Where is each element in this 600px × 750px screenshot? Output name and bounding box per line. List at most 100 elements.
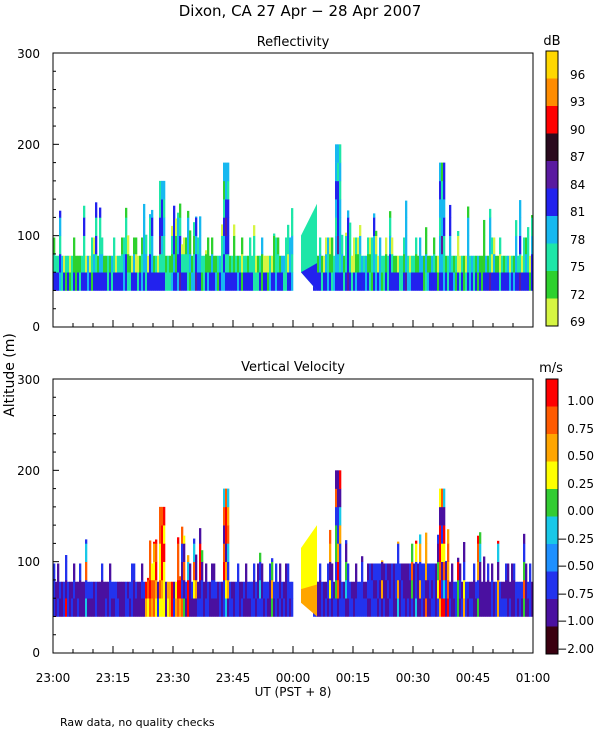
data-cell [149, 561, 152, 581]
colorbar-label: 0.25 [567, 477, 594, 491]
data-cell [89, 581, 92, 599]
data-cell [465, 272, 468, 291]
data-cell [263, 255, 266, 273]
data-cell [163, 543, 166, 562]
data-cell [163, 235, 166, 255]
data-cell [153, 561, 156, 581]
data-cell [139, 255, 142, 273]
data-cell [459, 598, 462, 617]
data-cell [329, 272, 332, 291]
data-cell [531, 235, 534, 255]
data-cell [101, 237, 104, 255]
data-cell [433, 272, 436, 291]
data-cell [261, 237, 264, 255]
data-cell [93, 272, 96, 291]
data-cell [389, 598, 392, 617]
data-cell [525, 579, 528, 599]
data-cell [461, 255, 464, 273]
data-cell [179, 579, 182, 599]
data-cell [177, 598, 180, 617]
data-cell [423, 563, 426, 581]
data-cell [201, 255, 204, 273]
data-cell [161, 598, 164, 617]
data-cell [441, 253, 444, 273]
data-cell [209, 598, 212, 617]
data-cell [413, 272, 416, 291]
data-cell [439, 598, 442, 617]
colorbar-swatch [546, 216, 558, 244]
data-cell [137, 598, 140, 617]
data-cell [185, 272, 188, 291]
data-cell [335, 506, 338, 526]
data-cell [59, 598, 62, 617]
data-cell [121, 237, 124, 255]
data-cell [187, 235, 190, 255]
data-cell [143, 235, 146, 255]
data-cell [337, 488, 340, 508]
data-cell [73, 598, 76, 617]
data-cell [375, 253, 378, 273]
data-cell [91, 598, 94, 617]
data-cell [371, 563, 374, 581]
data-cell [113, 237, 116, 255]
data-cell [499, 237, 502, 255]
data-cell [521, 272, 524, 291]
data-cell [143, 217, 146, 236]
data-cell [55, 255, 58, 273]
data-cell [323, 255, 326, 273]
data-cell [447, 529, 450, 544]
data-cell [421, 598, 424, 617]
data-cell [85, 579, 88, 599]
y-tick-label: 0 [32, 646, 40, 660]
data-cell [487, 272, 490, 291]
data-cell [225, 488, 228, 508]
data-cell [419, 272, 422, 291]
data-cell [439, 525, 442, 544]
data-cell [221, 253, 224, 273]
data-cell [165, 581, 168, 599]
data-cell [463, 561, 466, 581]
data-cell [339, 235, 342, 255]
data-cell [391, 237, 394, 255]
data-cell [343, 272, 346, 291]
data-cell [355, 237, 358, 255]
data-cell [513, 272, 516, 291]
data-cell [445, 255, 448, 273]
data-cell [249, 581, 252, 599]
data-cell [253, 563, 256, 581]
data-cell [173, 598, 176, 617]
data-cell [183, 598, 186, 617]
data-cell [163, 180, 166, 200]
data-cell [347, 563, 350, 581]
data-cell [405, 579, 408, 599]
data-cell [501, 598, 504, 617]
data-cell [409, 272, 412, 291]
data-cell [375, 235, 378, 255]
data-cell [525, 598, 528, 617]
data-cell [107, 598, 110, 617]
y-tick-label: 200 [17, 464, 40, 478]
data-cell [65, 579, 68, 599]
data-cell [279, 255, 282, 273]
data-cell [85, 543, 88, 562]
data-cell [401, 272, 404, 291]
data-cell [117, 255, 120, 273]
data-cell [337, 253, 340, 273]
data-cell [445, 598, 448, 617]
data-cell [93, 237, 96, 255]
data-cell [87, 581, 90, 599]
data-cell [83, 235, 86, 255]
data-cell [385, 272, 388, 291]
data-cell [129, 581, 132, 599]
data-cell [439, 162, 442, 182]
data-cell [367, 272, 370, 291]
data-cell [87, 255, 90, 273]
data-cell [173, 235, 176, 255]
data-cell [505, 272, 508, 291]
data-cell [187, 561, 190, 581]
data-cell [423, 272, 426, 291]
data-cell [95, 272, 98, 291]
data-cell [359, 253, 362, 273]
data-cell [167, 272, 170, 291]
data-cell [277, 253, 280, 273]
